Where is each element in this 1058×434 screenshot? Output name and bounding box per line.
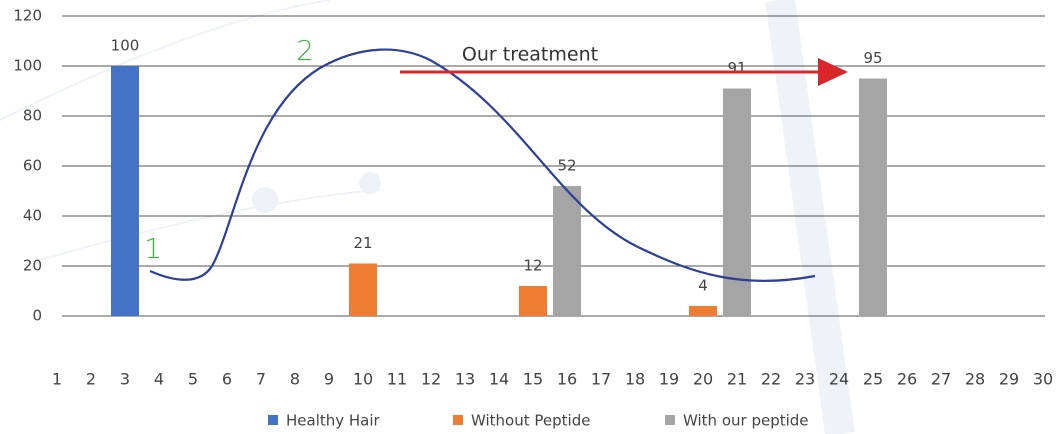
- x-tick-label: 30: [1033, 370, 1053, 389]
- value-label: 12: [523, 257, 542, 275]
- y-tick-label: 20: [23, 257, 42, 275]
- bar: [723, 88, 751, 316]
- x-tick-label: 18: [625, 370, 645, 389]
- value-label: 95: [863, 49, 882, 67]
- bar: [111, 66, 139, 316]
- legend-label: Without Peptide: [471, 412, 590, 430]
- bar: [859, 78, 887, 316]
- x-tick-label: 10: [353, 370, 373, 389]
- value-label: 52: [557, 157, 576, 175]
- x-tick-label: 26: [897, 370, 917, 389]
- x-tick-label: 12: [421, 370, 441, 389]
- y-tick-label: 80: [23, 107, 42, 125]
- annotation: Our treatment: [462, 44, 598, 66]
- x-tick-label: 8: [290, 370, 300, 389]
- x-tick-label: 3: [120, 370, 130, 389]
- y-tick-label: 40: [23, 207, 42, 225]
- value-label: 4: [698, 277, 708, 295]
- value-label: 21: [353, 234, 372, 252]
- y-tick-label: 0: [32, 307, 42, 325]
- x-tick-label: 21: [727, 370, 747, 389]
- annotation: 2: [296, 34, 314, 67]
- y-tick-label: 120: [13, 7, 42, 25]
- treatment-arrowhead: [818, 58, 848, 86]
- bar: [349, 263, 377, 316]
- x-tick-label: 20: [693, 370, 713, 389]
- bar: [689, 306, 717, 316]
- y-tick-label: 60: [23, 157, 42, 175]
- legend-label: With our peptide: [683, 412, 809, 430]
- x-tick-label: 9: [324, 370, 334, 389]
- x-tick-label: 19: [659, 370, 679, 389]
- x-tick-label: 11: [387, 370, 407, 389]
- x-tick-label: 7: [256, 370, 266, 389]
- x-tick-label: 15: [523, 370, 543, 389]
- legend-swatch: [268, 415, 278, 425]
- legend-swatch: [665, 415, 675, 425]
- annotation: 1: [144, 232, 162, 265]
- x-tick-label: 17: [591, 370, 611, 389]
- x-tick-label: 24: [829, 370, 849, 389]
- x-tick-label: 27: [931, 370, 951, 389]
- legend-swatch: [453, 415, 463, 425]
- x-tick-label: 23: [795, 370, 815, 389]
- x-tick-label: 5: [188, 370, 198, 389]
- x-tick-label: 6: [222, 370, 232, 389]
- y-tick-label: 100: [13, 57, 42, 75]
- value-label: 91: [727, 59, 746, 77]
- bar: [553, 186, 581, 316]
- legend-label: Healthy Hair: [286, 412, 381, 430]
- legend: Healthy Hair Without Peptide With our pept…: [268, 412, 809, 430]
- x-tick-label: 16: [557, 370, 577, 389]
- trend-curve: [149, 48, 816, 282]
- x-tick-label: 29: [999, 370, 1019, 389]
- x-tick-label: 1: [52, 370, 62, 389]
- x-tick-label: 22: [761, 370, 781, 389]
- x-tick-label: 28: [965, 370, 985, 389]
- x-tick-label: 13: [455, 370, 475, 389]
- x-tick-label: 14: [489, 370, 509, 389]
- value-label: 100: [111, 37, 140, 55]
- x-tick-label: 25: [863, 370, 883, 389]
- bar: [519, 286, 547, 316]
- x-tick-label: 2: [86, 370, 96, 389]
- x-tick-label: 4: [154, 370, 164, 389]
